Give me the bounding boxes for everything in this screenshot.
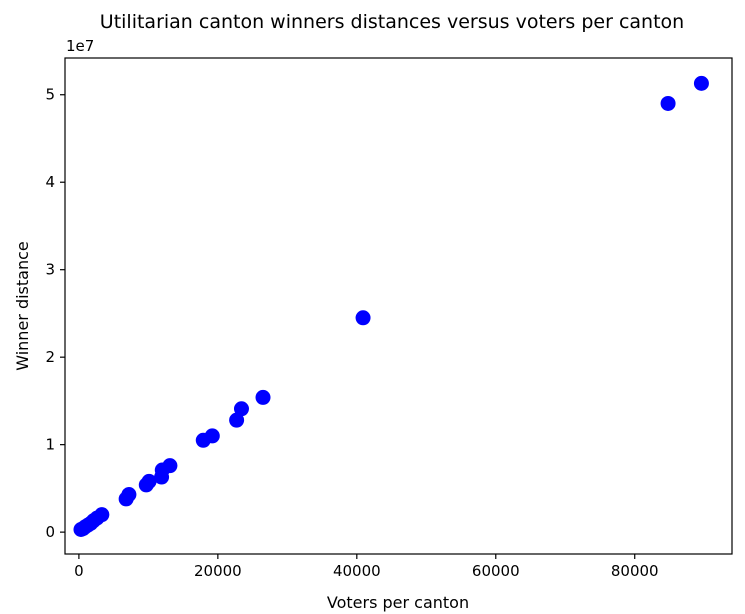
x-tick-label: 20000 — [194, 562, 242, 580]
y-axis-label: Winner distance — [13, 241, 32, 371]
data-points — [73, 75, 709, 538]
data-point — [229, 412, 245, 428]
y-tick-label: 0 — [45, 523, 55, 541]
y-axis: 0 1 2 3 4 5 — [45, 86, 65, 541]
data-point — [121, 487, 137, 503]
x-tick-label: 40000 — [333, 562, 381, 580]
x-axis: 0 20000 40000 60000 80000 — [74, 554, 659, 580]
y-tick-label: 2 — [45, 348, 55, 366]
x-tick-label: 60000 — [472, 562, 520, 580]
data-point — [233, 401, 249, 417]
y-tick-label: 3 — [45, 261, 55, 279]
plot-frame — [64, 57, 733, 555]
data-point — [255, 389, 271, 405]
data-point — [660, 95, 676, 111]
data-point — [693, 75, 709, 91]
x-tick-label: 0 — [74, 562, 84, 580]
x-axis-label: Voters per canton — [327, 593, 469, 612]
data-point — [204, 428, 220, 444]
y-tick-label: 1 — [45, 436, 55, 454]
data-point — [94, 507, 110, 523]
y-tick-label: 4 — [45, 173, 55, 191]
x-tick-label: 80000 — [611, 562, 659, 580]
data-point — [162, 458, 178, 474]
y-offset-label: 1e7 — [66, 37, 94, 55]
y-tick-label: 5 — [45, 86, 55, 104]
data-point — [355, 310, 371, 326]
data-point — [141, 473, 157, 489]
chart-title: Utilitarian canton winners distances ver… — [100, 11, 684, 33]
